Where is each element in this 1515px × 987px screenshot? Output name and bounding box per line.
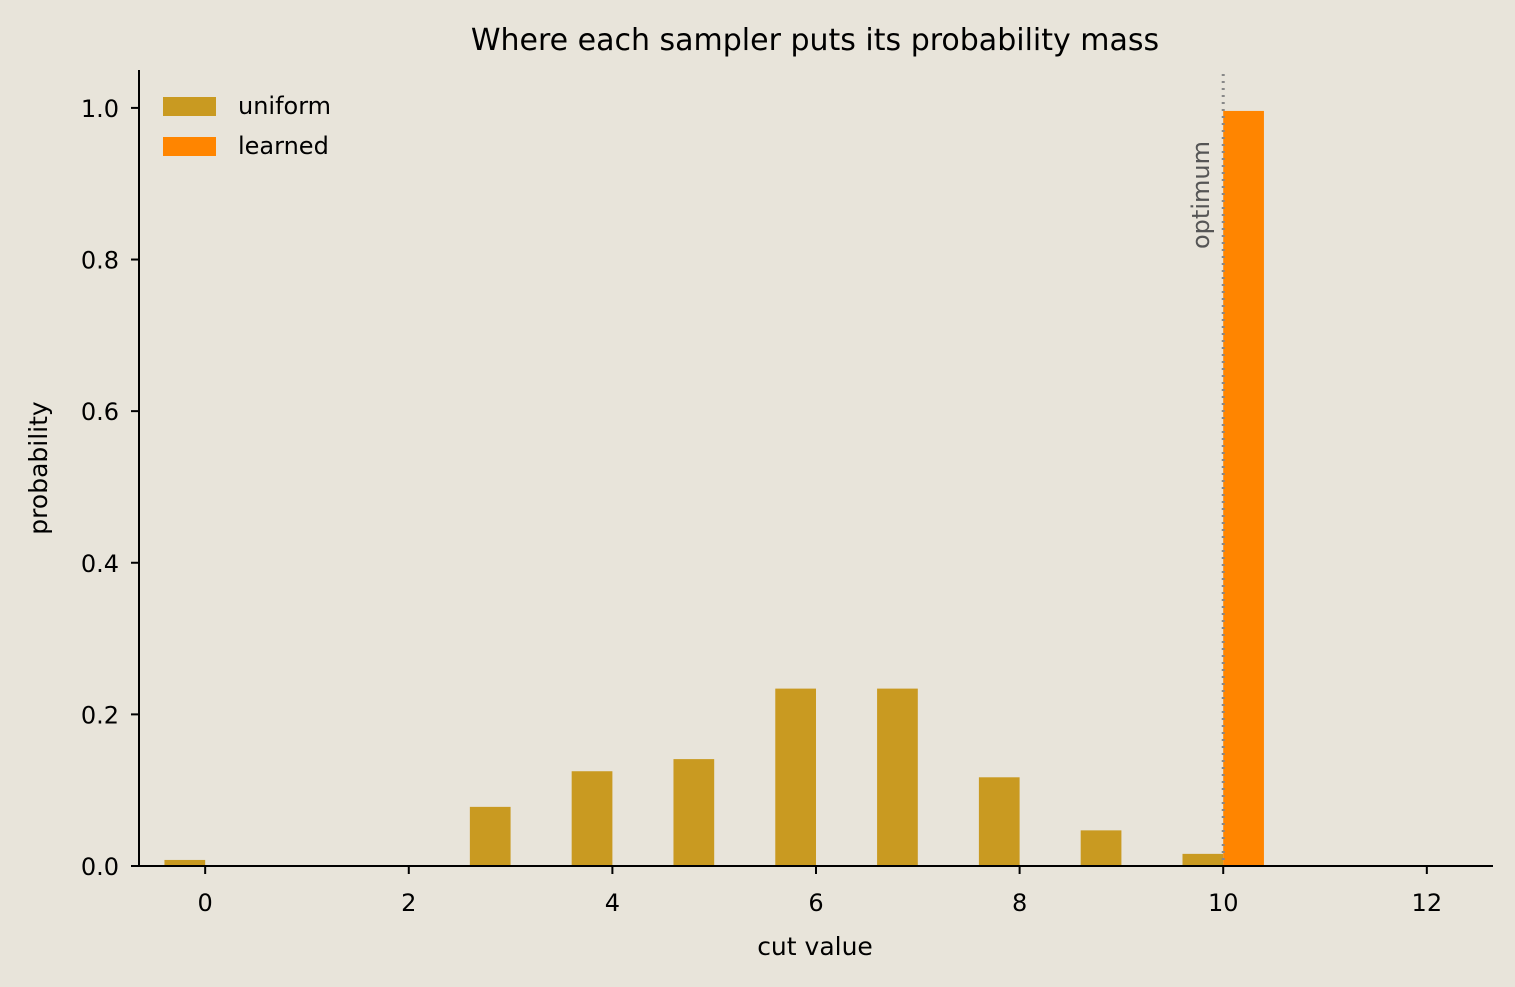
y-tick-label-1: 0.2 <box>81 701 119 729</box>
y-tick-label-3: 0.6 <box>81 398 119 426</box>
bar-uniform-4 <box>571 771 613 866</box>
bar-uniform-6 <box>775 688 816 866</box>
legend: uniform learned <box>163 92 331 160</box>
y-tick-label-5: 1.0 <box>81 95 119 123</box>
legend-label-learned: learned <box>238 132 329 160</box>
x-tick-label-10: 10 <box>1208 889 1239 917</box>
bar-uniform-7 <box>877 688 918 866</box>
x-tick-label-8: 8 <box>1012 889 1027 917</box>
plot-area: optimum 0 2 4 6 8 10 12 0.0 0.2 0.4 0.6 0.8 1.0 <box>81 70 1493 917</box>
x-tick-label-12: 12 <box>1412 889 1443 917</box>
legend-swatch-uniform <box>163 97 216 116</box>
legend-swatch-learned <box>163 137 216 156</box>
bar-learned-10 <box>1223 110 1264 866</box>
optimum-label: optimum <box>1187 141 1215 249</box>
bar-uniform-3 <box>469 806 511 866</box>
y-tick-label-4: 0.8 <box>81 247 119 275</box>
x-axis-label: cut value <box>757 932 873 961</box>
y-tick-label-2: 0.4 <box>81 550 119 578</box>
bar-uniform-5 <box>673 759 715 866</box>
x-tick-label-0: 0 <box>198 889 213 917</box>
x-tick-label-4: 4 <box>605 889 620 917</box>
y-axis-label: probability <box>24 401 53 535</box>
legend-label-uniform: uniform <box>238 92 331 120</box>
chart-title: Where each sampler puts its probability … <box>471 23 1159 58</box>
x-tick-label-2: 2 <box>401 889 416 917</box>
y-tick-label-0: 0.0 <box>81 853 119 881</box>
x-tick-label-6: 6 <box>808 889 823 917</box>
bar-uniform-9 <box>1080 830 1122 866</box>
bar-uniform-10 <box>1182 853 1224 866</box>
bar-uniform-0 <box>164 859 206 866</box>
bar-uniform-8 <box>978 777 1020 866</box>
